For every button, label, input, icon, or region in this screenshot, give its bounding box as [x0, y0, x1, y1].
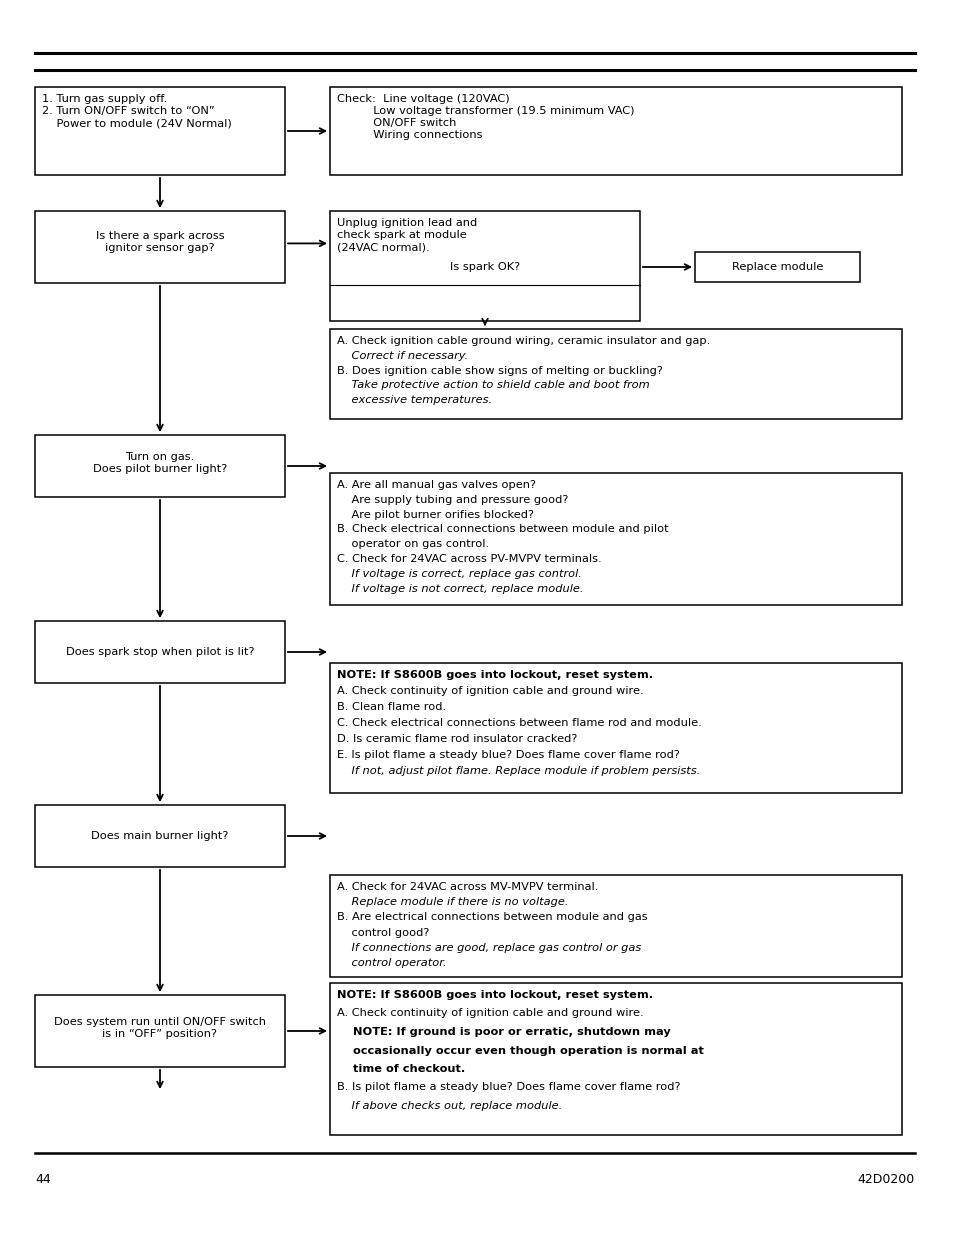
Text: A. Check ignition cable ground wiring, ceramic insulator and gap.: A. Check ignition cable ground wiring, c…	[336, 336, 709, 346]
Text: Does system run until ON/OFF switch
is in “OFF” position?: Does system run until ON/OFF switch is i…	[54, 1016, 266, 1039]
Bar	[330, 473, 901, 605]
Text: NOTE: If S8600B goes into lockout, reset system.: NOTE: If S8600B goes into lockout, reset…	[336, 990, 653, 1000]
Text: B. Clean flame rod.: B. Clean flame rod.	[336, 701, 446, 713]
Text: D. Is ceramic flame rod insulator cracked?: D. Is ceramic flame rod insulator cracke…	[336, 734, 577, 743]
Text: Unplug ignition lead and
check spark at module
(24VAC normal).: Unplug ignition lead and check spark at …	[336, 219, 476, 252]
Bar	[330, 663, 901, 793]
Text: 44: 44	[35, 1173, 51, 1186]
Text: A. Check continuity of ignition cable and ground wire.: A. Check continuity of ignition cable an…	[336, 685, 643, 697]
Text: excessive temperatures.: excessive temperatures.	[336, 395, 492, 405]
Bar	[35, 621, 285, 683]
Bar	[330, 211, 639, 321]
Text: occasionally occur even though operation is normal at: occasionally occur even though operation…	[336, 1046, 703, 1056]
Text: If voltage is not correct, replace module.: If voltage is not correct, replace modul…	[336, 584, 583, 594]
Text: Turn on gas.
Does pilot burner light?: Turn on gas. Does pilot burner light?	[92, 452, 227, 474]
Text: Is there a spark across
ignitor sensor gap?: Is there a spark across ignitor sensor g…	[95, 231, 224, 253]
Text: Check:  Line voltage (120VAC)
          Low voltage transformer (19.5 minimum VA: Check: Line voltage (120VAC) Low voltage…	[336, 94, 634, 140]
Text: Does spark stop when pilot is lit?: Does spark stop when pilot is lit?	[66, 647, 254, 657]
Bar	[35, 995, 285, 1067]
Text: Are pilot burner orifies blocked?: Are pilot burner orifies blocked?	[336, 510, 534, 520]
Bar	[695, 252, 859, 282]
Text: A. Check continuity of ignition cable and ground wire.: A. Check continuity of ignition cable an…	[336, 1009, 643, 1019]
Bar	[35, 211, 285, 283]
Text: If above checks out, replace module.: If above checks out, replace module.	[336, 1100, 561, 1112]
Bar	[330, 983, 901, 1135]
Text: A. Are all manual gas valves open?: A. Are all manual gas valves open?	[336, 480, 536, 490]
Bar	[330, 86, 901, 175]
Text: B. Check electrical connections between module and pilot: B. Check electrical connections between …	[336, 525, 668, 535]
Text: 1. Turn gas supply off.
2. Turn ON/OFF switch to “ON”
    Power to module (24V N: 1. Turn gas supply off. 2. Turn ON/OFF s…	[42, 94, 232, 128]
Bar	[35, 805, 285, 867]
Text: Are supply tubing and pressure good?: Are supply tubing and pressure good?	[336, 495, 568, 505]
Text: B. Is pilot flame a steady blue? Does flame cover flame rod?: B. Is pilot flame a steady blue? Does fl…	[336, 1083, 679, 1093]
Text: Does main burner light?: Does main burner light?	[91, 831, 229, 841]
Text: 42D0200: 42D0200	[857, 1173, 914, 1186]
Text: A. Check for 24VAC across MV-MVPV terminal.: A. Check for 24VAC across MV-MVPV termin…	[336, 882, 598, 892]
Text: Correct if necessary.: Correct if necessary.	[336, 351, 468, 361]
Text: time of checkout.: time of checkout.	[336, 1065, 465, 1074]
Text: operator on gas control.: operator on gas control.	[336, 540, 489, 550]
Text: B. Does ignition cable show signs of melting or buckling?: B. Does ignition cable show signs of mel…	[336, 366, 662, 375]
Text: Replace module: Replace module	[731, 262, 822, 272]
Bar	[330, 329, 901, 419]
Text: B. Are electrical connections between module and gas: B. Are electrical connections between mo…	[336, 913, 647, 923]
Text: Take protective action to shield cable and boot from: Take protective action to shield cable a…	[336, 380, 649, 390]
Text: If voltage is correct, replace gas control.: If voltage is correct, replace gas contr…	[336, 569, 581, 579]
Text: C. Check electrical connections between flame rod and module.: C. Check electrical connections between …	[336, 718, 701, 727]
Text: E. Is pilot flame a steady blue? Does flame cover flame rod?: E. Is pilot flame a steady blue? Does fl…	[336, 750, 679, 760]
Text: control operator.: control operator.	[336, 958, 446, 968]
Text: Is spark OK?: Is spark OK?	[450, 262, 519, 272]
Bar	[35, 435, 285, 496]
Text: If not, adjust pilot flame. Replace module if problem persists.: If not, adjust pilot flame. Replace modu…	[336, 766, 700, 776]
Text: C. Check for 24VAC across PV-MVPV terminals.: C. Check for 24VAC across PV-MVPV termin…	[336, 555, 601, 564]
Bar	[330, 876, 901, 977]
Text: NOTE: If S8600B goes into lockout, reset system.: NOTE: If S8600B goes into lockout, reset…	[336, 671, 653, 680]
Text: Replace module if there is no voltage.: Replace module if there is no voltage.	[336, 897, 568, 908]
Text: control good?: control good?	[336, 927, 429, 937]
Bar	[35, 86, 285, 175]
Text: If connections are good, replace gas control or gas: If connections are good, replace gas con…	[336, 942, 640, 952]
Text: NOTE: If ground is poor or erratic, shutdown may: NOTE: If ground is poor or erratic, shut…	[336, 1028, 670, 1037]
